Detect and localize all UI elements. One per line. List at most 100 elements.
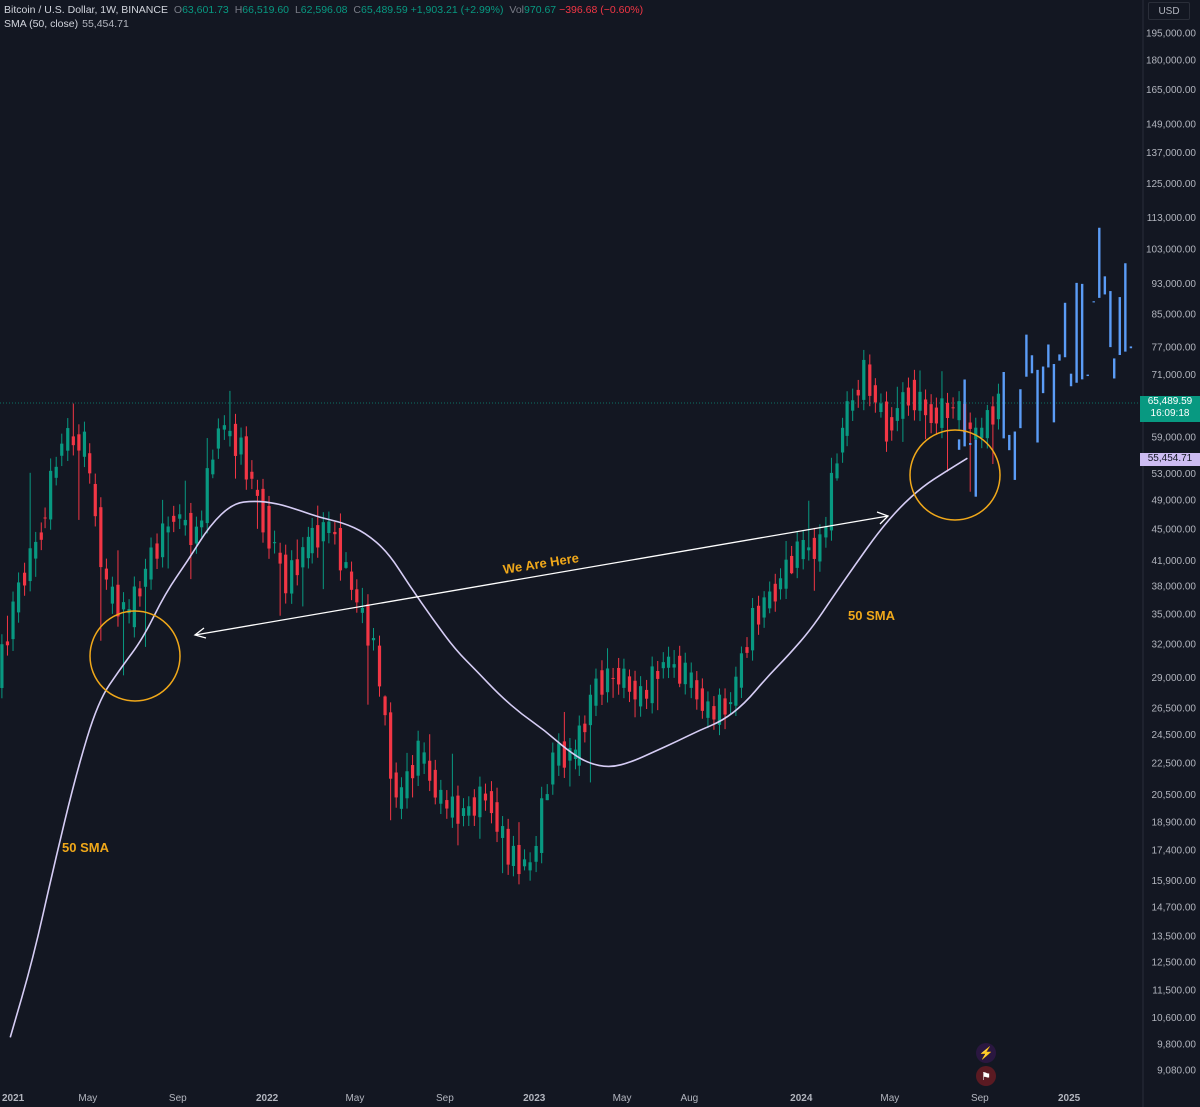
candle-body bbox=[896, 408, 899, 421]
candle-body bbox=[857, 390, 860, 396]
candle-body bbox=[445, 800, 448, 808]
candle-body bbox=[918, 392, 921, 411]
projection-bar bbox=[1004, 372, 1021, 480]
y-tick-label: 9,080.00 bbox=[1157, 1066, 1196, 1077]
candle-body bbox=[72, 436, 75, 445]
candle-body bbox=[835, 463, 838, 478]
y-tick-label: 103,000.00 bbox=[1146, 244, 1196, 255]
candle-body bbox=[957, 401, 960, 420]
candle-body bbox=[841, 428, 844, 453]
candle-body bbox=[434, 770, 437, 798]
candle-body bbox=[751, 608, 754, 650]
candle-body bbox=[734, 677, 737, 706]
candle-body bbox=[935, 408, 938, 424]
candle-body bbox=[161, 523, 164, 557]
candle-body bbox=[874, 385, 877, 402]
candle-body bbox=[322, 522, 325, 541]
candle-body bbox=[907, 388, 910, 406]
projection-bar bbox=[959, 379, 976, 496]
y-tick-label: 11,500.00 bbox=[1152, 986, 1196, 997]
y-tick-label: 59,000.00 bbox=[1152, 433, 1197, 444]
y-tick-label: 15,900.00 bbox=[1152, 876, 1197, 887]
lightning-icon[interactable]: ⚡ bbox=[976, 1043, 996, 1063]
candle-body bbox=[667, 657, 670, 668]
x-tick-label: May bbox=[880, 1093, 899, 1104]
candle-body bbox=[523, 859, 526, 866]
candle-body bbox=[217, 428, 220, 448]
candle-body bbox=[617, 668, 620, 684]
candle-body bbox=[189, 513, 192, 545]
candle-body bbox=[535, 846, 538, 862]
y-tick-label: 53,000.00 bbox=[1152, 469, 1197, 480]
currency-selector[interactable]: USD bbox=[1148, 2, 1190, 20]
candle-body bbox=[211, 460, 214, 475]
candle-body bbox=[267, 506, 270, 549]
candle-body bbox=[378, 646, 381, 687]
projection-bar bbox=[1094, 228, 1111, 347]
candle-body bbox=[88, 453, 91, 473]
symbol-title[interactable]: Bitcoin / U.S. Dollar, 1W, BINANCE bbox=[4, 4, 168, 16]
high-value: 66,519.60 bbox=[242, 4, 289, 16]
y-tick-label: 165,000.00 bbox=[1146, 85, 1196, 96]
candle-body bbox=[327, 522, 330, 533]
candle bbox=[980, 384, 1000, 464]
candle-body bbox=[29, 548, 32, 581]
sma-legend-row[interactable]: SMA (50, close) 55,454.71 bbox=[4, 17, 643, 31]
candle bbox=[245, 426, 265, 542]
candle-body bbox=[34, 542, 37, 559]
y-tick-label: 93,000.00 bbox=[1152, 279, 1197, 290]
candle-body bbox=[490, 791, 493, 813]
y-tick-label: 13,500.00 bbox=[1152, 931, 1197, 942]
candle-body bbox=[43, 518, 46, 519]
candle-body bbox=[551, 753, 554, 785]
candle bbox=[535, 743, 555, 873]
candle bbox=[267, 496, 287, 616]
candle-body bbox=[695, 680, 698, 699]
volume-label: Vol bbox=[509, 4, 524, 16]
candle bbox=[178, 481, 198, 579]
candle-body bbox=[462, 808, 465, 816]
x-tick-label: May bbox=[345, 1093, 364, 1104]
candle-body bbox=[200, 521, 203, 528]
candle-body bbox=[484, 794, 487, 801]
low-value: 62,596.08 bbox=[301, 4, 348, 16]
candle-body bbox=[969, 423, 972, 429]
candle-body bbox=[6, 641, 9, 645]
candle-body bbox=[473, 797, 476, 815]
candle bbox=[957, 391, 977, 492]
chart-legend: Bitcoin / U.S. Dollar, 1W, BINANCE O63,6… bbox=[4, 3, 643, 31]
candle-body bbox=[206, 468, 209, 523]
candle bbox=[667, 646, 687, 695]
volume-value: 970.67 bbox=[524, 4, 556, 16]
candle bbox=[578, 669, 598, 783]
candle-body bbox=[350, 572, 353, 590]
candle-body bbox=[890, 417, 893, 430]
y-tick-label: 45,000.00 bbox=[1152, 524, 1197, 535]
candle bbox=[378, 636, 398, 821]
candle-body bbox=[639, 686, 642, 706]
flag-icon[interactable]: ⚑ bbox=[976, 1066, 996, 1086]
candle-body bbox=[662, 662, 665, 668]
candle-body bbox=[366, 604, 369, 645]
sma-price-tag: 55,454.71 bbox=[1140, 453, 1200, 466]
candle-body bbox=[606, 668, 609, 692]
candle-body bbox=[11, 602, 14, 640]
candle-body bbox=[239, 438, 242, 455]
last-price-tag: 65,489.59 16:09:18 bbox=[1140, 396, 1200, 422]
candle bbox=[890, 378, 910, 442]
y-tick-label: 14,700.00 bbox=[1152, 903, 1197, 914]
candle-body bbox=[633, 681, 636, 700]
candle bbox=[445, 754, 465, 846]
candle-body bbox=[149, 547, 152, 579]
candle-body bbox=[55, 467, 58, 478]
candle-body bbox=[284, 555, 287, 594]
candle-body bbox=[830, 473, 833, 531]
candle bbox=[223, 391, 243, 479]
candle-body bbox=[885, 402, 888, 442]
candle-body bbox=[60, 444, 63, 456]
open-label: O bbox=[174, 4, 182, 16]
y-tick-label: 180,000.00 bbox=[1146, 56, 1196, 67]
candle-body bbox=[111, 587, 114, 604]
annotation-50-sma-left: 50 SMA bbox=[62, 840, 109, 855]
